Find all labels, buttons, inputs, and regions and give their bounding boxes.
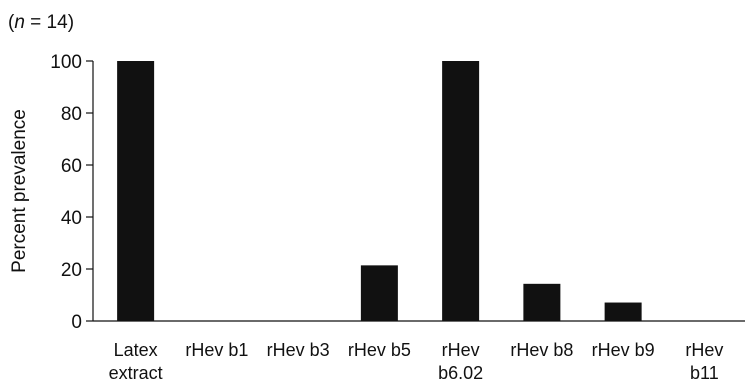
category-label: rHev b5 (348, 340, 411, 360)
category-label: rHev b3 (267, 340, 330, 360)
category-label: rHev b11 (685, 340, 723, 383)
y-tick-label: 60 (61, 156, 82, 177)
y-tick-label: 80 (61, 104, 82, 125)
category-label: rHev b6.02 (438, 340, 483, 383)
bar (360, 265, 398, 321)
sample-size-variable: n (14, 12, 25, 33)
bars (117, 61, 642, 321)
bar (604, 302, 642, 321)
y-axis: 0 20 40 60 80 100 (50, 52, 94, 333)
y-tick-label: 40 (61, 208, 82, 229)
y-tick-label: 0 (71, 312, 82, 333)
sample-size-note: (n = 14) (8, 12, 74, 33)
sample-size-open-paren: ( (8, 12, 15, 33)
bar (117, 61, 155, 321)
category-label: rHev b1 (185, 340, 248, 360)
category-label: rHev b8 (510, 340, 573, 360)
y-axis-title: Percent prevalence (9, 109, 30, 273)
bar (523, 283, 561, 321)
sample-size-value: = 14) (25, 12, 74, 33)
category-label: rHev b9 (592, 340, 655, 360)
y-tick-label: 100 (50, 52, 82, 73)
category-label: Latex extract (109, 340, 163, 383)
bar (442, 61, 480, 321)
y-tick-label: 20 (61, 260, 82, 281)
category-labels: Latex extract rHev b1 rHev b3 rHev b5 rHev b6.… (109, 340, 724, 383)
